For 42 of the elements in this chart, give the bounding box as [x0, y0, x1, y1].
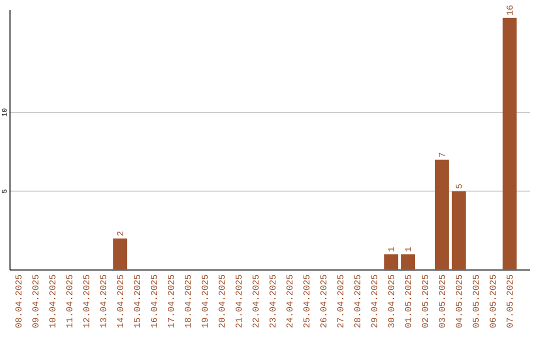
bar	[113, 238, 128, 270]
data-label: 2	[117, 232, 124, 236]
x-tick-label: 23.04.2025	[270, 274, 276, 328]
x-tick-label: 06.05.2025	[490, 274, 496, 328]
x-tick-label: 13.04.2025	[100, 274, 106, 328]
x-tick-label: 28.04.2025	[354, 274, 360, 328]
x-tick-label: 24.04.2025	[286, 274, 293, 328]
x-tick-label: 10.04.2025	[49, 274, 56, 328]
data-label: 1	[405, 247, 412, 252]
x-tick-label: 03.05.2025	[438, 274, 445, 328]
x-tick-label: 18.04.2025	[184, 274, 191, 328]
x-tick-label: 30.04.2025	[388, 274, 394, 328]
data-label: 1	[388, 247, 394, 252]
x-tick-label: 15.04.2025	[134, 274, 140, 328]
x-tick-label: 21.04.2025	[236, 274, 242, 328]
x-tick-label: 02.05.2025	[422, 274, 428, 328]
x-tick-label: 20.04.2025	[218, 274, 225, 328]
x-tick-label: 07.05.2025	[506, 274, 513, 328]
data-label: 16	[506, 6, 513, 16]
bar	[384, 254, 398, 270]
data-label: 7	[438, 152, 445, 157]
x-tick-label: 19.04.2025	[202, 274, 208, 328]
bar	[434, 160, 449, 270]
x-tick-label: 12.04.2025	[83, 274, 90, 328]
x-tick-label: 27.04.2025	[337, 274, 344, 328]
x-tick-label: 01.05.2025	[405, 274, 412, 328]
x-tick-label: 25.04.2025	[303, 274, 310, 328]
x-tick-label: 16.04.2025	[150, 274, 158, 328]
x-tick-label: 26.04.2025	[320, 274, 326, 328]
x-tick-label: 08.04.2025	[15, 274, 22, 328]
bar	[502, 18, 517, 270]
x-tick-label: 17.04.2025	[168, 274, 174, 328]
bar	[401, 254, 416, 270]
x-tick-label: 22.04.2025	[252, 274, 259, 328]
x-tick-label: 29.04.2025	[371, 274, 378, 328]
bar	[452, 191, 466, 270]
data-label: 5	[456, 184, 462, 188]
x-tick-label: 05.05.2025	[472, 274, 479, 328]
x-tick-label: 11.04.2025	[66, 274, 72, 328]
x-tick-label: 14.04.2025	[117, 274, 124, 328]
x-tick-label: 04.05.2025	[456, 274, 462, 328]
x-tick-label: 09.04.2025	[32, 274, 38, 328]
